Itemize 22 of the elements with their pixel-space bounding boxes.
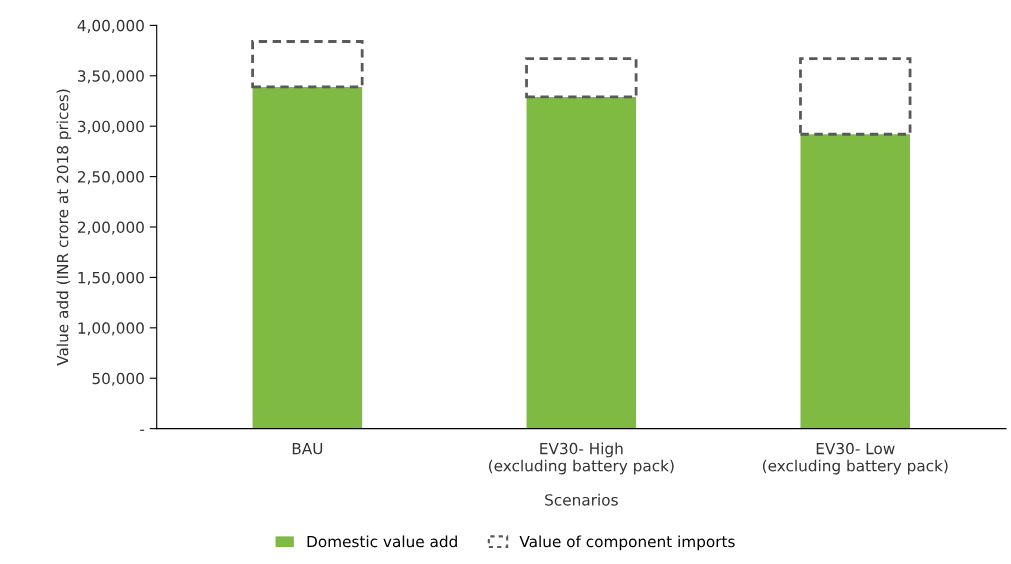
x-tick-label: BAU [292, 443, 323, 455]
y-axis-title: Value add (INR crore at 2018 prices) [56, 89, 72, 366]
y-tick-label: 2,50,000 [77, 171, 144, 185]
y-tick-label: 2,00,000 [77, 221, 144, 235]
y-tick-label: 3,00,000 [78, 120, 144, 134]
bar [252, 86, 363, 429]
y-tick-label: 1,00,000 [78, 322, 144, 336]
y-tick-label: 50,000 [92, 372, 144, 386]
legend-label: Value of component imports [519, 535, 735, 551]
x-tick-label: EV30- Low (excluding battery pack) [762, 442, 948, 475]
legend-label: Domestic value add [307, 535, 457, 548]
bar [525, 57, 638, 99]
bar [800, 134, 911, 429]
bar [799, 57, 912, 136]
y-tick-label: 1,50,000 [78, 271, 144, 285]
bar [526, 96, 637, 429]
x-axis-title: Scenarios [545, 493, 618, 506]
y-tick-label: 4,00,000 [77, 19, 144, 33]
y-tick-label: 3,50,000 [78, 70, 144, 84]
bar [251, 40, 364, 89]
x-tick-label: EV30- High (excluding battery pack) [489, 442, 674, 475]
y-tick-label: - [140, 429, 145, 431]
